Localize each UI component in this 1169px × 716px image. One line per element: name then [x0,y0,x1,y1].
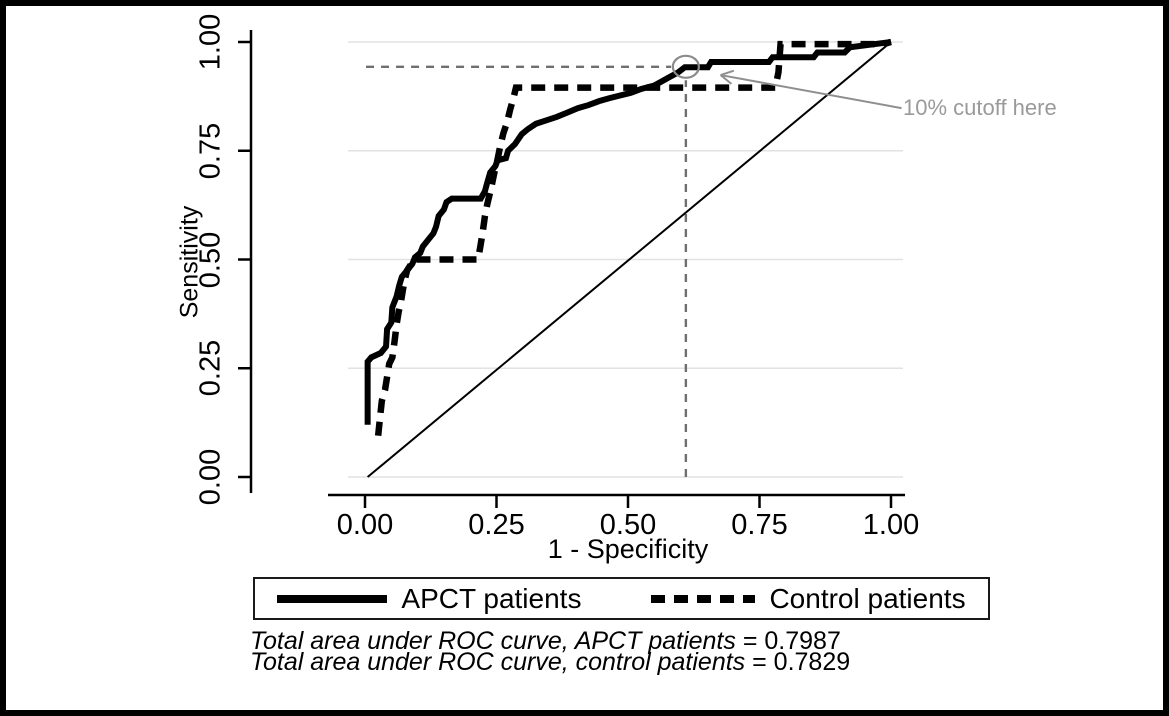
y-tick-label: 1.00 [194,13,227,71]
auc-footnotes: Total area under ROC curve, APCT patient… [250,627,851,676]
x-axis-title: 1 - Specificity [547,534,709,564]
auc-footnote-apct: Total area under ROC curve, APCT patient… [250,627,841,655]
y-tick-label: 0.25 [194,340,227,397]
x-tick-label: 0.00 [336,509,394,541]
y-tick-label: 0.00 [194,448,227,506]
x-tick-label: 0.75 [731,509,788,541]
annotation-arrow-shaft [720,74,902,110]
auc-footnote-control: Total area under ROC curve, control pati… [250,648,851,676]
series-apct-patients [364,39,892,425]
x-tick-label: 0.50 [599,509,657,541]
annotation-arrow-head [719,74,733,85]
y-axis-title: Sensitivity [175,205,204,319]
series-control-patients [374,38,892,437]
legend: APCT patients Control patients [253,577,990,620]
legend-dashed-line-swatch [651,594,756,603]
x-tick-label: 0.25 [468,509,525,541]
cutoff-annotation-label: 10% cutoff here [903,95,1057,120]
cutoff-circle-marker [671,54,700,79]
legend-solid-line-swatch [277,594,388,603]
legend-label-control: Control patients [769,582,966,614]
legend-label-apct: APCT patients [401,582,582,614]
x-tick-label: 1.00 [862,509,920,541]
series-reference-diagonal [366,41,892,478]
annotation-arrow-head [720,69,735,77]
y-tick-label: 0.75 [194,122,227,179]
